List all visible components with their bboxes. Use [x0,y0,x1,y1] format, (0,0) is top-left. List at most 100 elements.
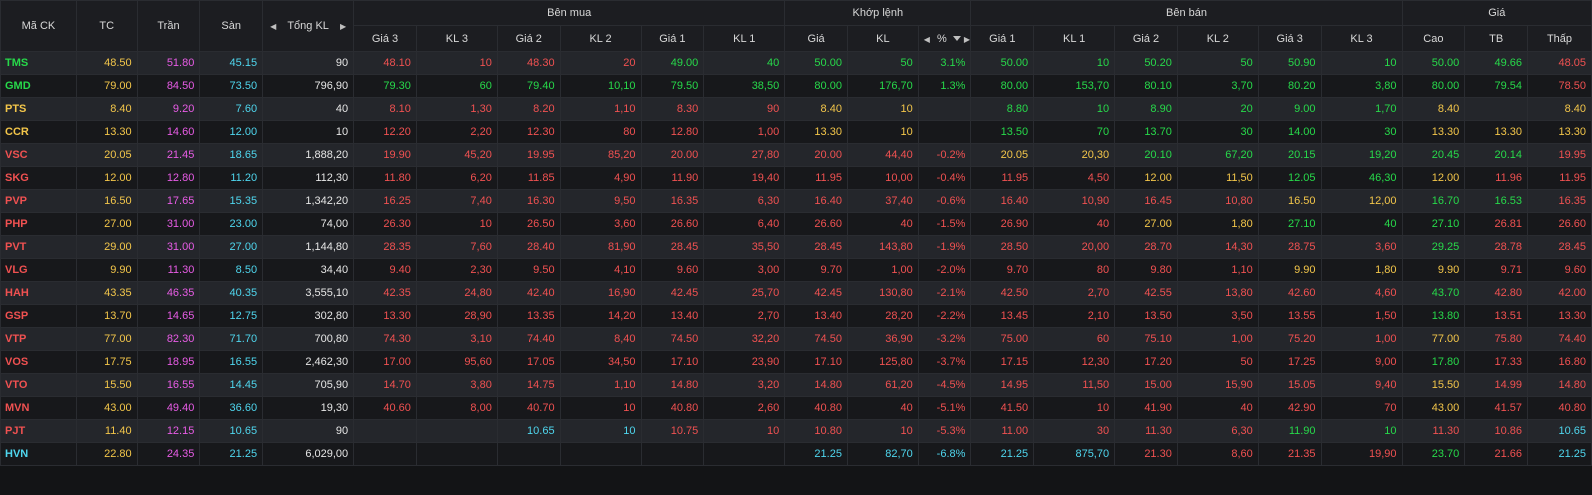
caret-left-icon[interactable]: ◀ [270,22,277,31]
col-header-buy-vol-1[interactable]: KL 1 [703,25,786,52]
match-pct-cell: 3.1% [917,51,972,75]
col-header-avg[interactable]: TB [1464,25,1528,52]
match-vol-cell: 40 [846,396,919,420]
match-pct-cell: -0.4% [917,166,972,190]
col-header-total-volume[interactable]: ◀ Tổng KL ▶ [262,0,355,52]
caret-right-icon[interactable]: ▶ [963,34,971,44]
table-row[interactable]: PVT 29.00 31.00 27.00 1,144,80 28.35 7,60 28.40… [0,235,1592,259]
table-row[interactable]: VTP 77.00 82.30 71.70 700,80 74.30 3,10 74.40 8,… [0,327,1592,351]
match-vol-cell: 50 [846,51,919,75]
col-header-match-pct[interactable]: ◀ % ▶ [917,25,972,52]
buy-vol-3-cell [415,442,498,466]
col-header-sell-vol-3[interactable]: KL 3 [1320,25,1403,52]
col-header-match-vol[interactable]: KL [846,25,919,52]
symbol-cell[interactable]: VTP [0,327,77,351]
symbol-cell[interactable]: VTO [0,373,77,397]
col-header-buy-price-1[interactable]: Giá 1 [640,25,705,52]
table-row[interactable]: VSC 20.05 21.45 18.65 1,888,20 19.90 45,20 19.9… [0,143,1592,167]
col-header-sell-price-1[interactable]: Giá 1 [970,25,1035,52]
total-volume-cell: 796,90 [262,74,355,98]
high-price-cell: 8.40 [1401,97,1466,121]
col-header-buy-vol-2[interactable]: KL 2 [559,25,642,52]
group-header-buy: Bên mua [353,0,786,26]
table-row[interactable]: CCR 13.30 14.60 12.00 10 12.20 2,20 12.30 80 12.8… [0,120,1592,144]
total-volume-cell: 112,30 [262,166,355,190]
high-price-cell: 29.25 [1401,235,1466,259]
symbol-cell[interactable]: VLG [0,258,77,282]
symbol-cell[interactable]: PHP [0,212,77,236]
symbol-cell[interactable]: GMD [0,74,77,98]
buy-vol-2-cell: 10 [559,396,642,420]
match-price-cell: 80.00 [784,74,848,98]
table-row[interactable]: TMS 48.50 51.80 45.15 90 48.10 10 48.30 20 49.00 4… [0,51,1592,75]
table-row[interactable]: MVN 43.00 49.40 36.60 19,30 40.60 8,00 40.70 10 4… [0,396,1592,420]
sort-down-icon[interactable] [952,36,961,42]
buy-price-3-cell: 8.10 [353,97,417,121]
sell-vol-3-cell: 10 [1320,419,1403,443]
sell-price-1-cell: 11.95 [970,166,1035,190]
table-row[interactable]: GMD 79.00 84.50 73.50 796,90 79.30 60 79.40 10,1… [0,74,1592,98]
symbol-cell[interactable]: PVP [0,189,77,213]
col-header-floor[interactable]: Sàn [199,0,264,52]
table-row[interactable]: VOS 17.75 18.95 16.55 2,462,30 17.00 95,60 17.0… [0,350,1592,374]
caret-left-icon[interactable]: ◀ [923,34,930,44]
col-header-sell-vol-2[interactable]: KL 2 [1176,25,1259,52]
col-header-match-price[interactable]: Giá [784,25,848,52]
symbol-cell[interactable]: MVN [0,396,77,420]
symbol-cell[interactable]: TMS [0,51,77,75]
col-header-high[interactable]: Cao [1401,25,1466,52]
ref-price-cell: 48.50 [75,51,138,75]
high-price-cell: 43.00 [1401,396,1466,420]
table-row[interactable]: HVN 22.80 24.35 21.25 6,029,00 21.25 82,70 -6.8… [0,442,1592,466]
table-row[interactable]: PVP 16.50 17.65 15.35 1,342,20 16.25 7,40 16.30… [0,189,1592,213]
avg-price-cell: 11.96 [1464,166,1528,190]
table-row[interactable]: GSP 13.70 14.65 12.75 302,80 13.30 28,90 13.35 1… [0,304,1592,328]
buy-price-2-cell: 10.65 [496,419,561,443]
table-row[interactable]: VTO 15.50 16.55 14.45 705,90 14.70 3,80 14.75 1,… [0,373,1592,397]
avg-price-cell: 49.66 [1464,51,1528,75]
low-price-cell: 78.50 [1527,74,1592,98]
table-row[interactable]: PJT 11.40 12.15 10.65 90 10.65 10 10.75 10 10.80 1… [0,419,1592,443]
symbol-cell[interactable]: GSP [0,304,77,328]
ref-price-cell: 22.80 [75,442,138,466]
col-header-sell-price-3[interactable]: Giá 3 [1257,25,1322,52]
table-row[interactable]: HAH 43.35 46.35 40.35 3,555,10 42.35 24,80 42.4… [0,281,1592,305]
symbol-cell[interactable]: VOS [0,350,77,374]
symbol-cell[interactable]: PTS [0,97,77,121]
symbol-cell[interactable]: VSC [0,143,77,167]
table-row[interactable]: PHP 27.00 31.00 23.00 74,00 26.30 10 26.50 3,60 2… [0,212,1592,236]
buy-vol-3-cell: 45,20 [415,143,498,167]
buy-price-1-cell [640,442,705,466]
symbol-cell[interactable]: HAH [0,281,77,305]
sell-price-1-cell: 21.25 [970,442,1035,466]
col-header-low[interactable]: Thấp [1527,25,1592,52]
symbol-cell[interactable]: SKG [0,166,77,190]
sell-price-1-cell: 13.45 [970,304,1035,328]
table-row[interactable]: VLG 9.90 11.30 8.50 34,40 9.40 2,30 9.50 4,10 9.6… [0,258,1592,282]
symbol-cell[interactable]: CCR [0,120,77,144]
col-header-buy-price-2[interactable]: Giá 2 [496,25,561,52]
sell-price-1-cell: 42.50 [970,281,1035,305]
col-header-buy-vol-3[interactable]: KL 3 [415,25,498,52]
symbol-cell[interactable]: HVN [0,442,77,466]
low-price-cell: 16.80 [1527,350,1592,374]
buy-vol-1-cell: 3,00 [703,258,786,282]
table-row[interactable]: SKG 12.00 12.80 11.20 112,30 11.80 6,20 11.85 4,… [0,166,1592,190]
match-vol-cell: 61,20 [846,373,919,397]
col-header-buy-price-3[interactable]: Giá 3 [353,25,417,52]
col-header-ref[interactable]: TC [75,0,138,52]
match-pct-cell: 1.3% [917,74,972,98]
avg-price-cell: 10.86 [1464,419,1528,443]
col-header-symbol[interactable]: Mã CK [0,0,77,52]
symbol-cell[interactable]: PJT [0,419,77,443]
sell-price-1-cell: 80.00 [970,74,1035,98]
col-header-sell-price-2[interactable]: Giá 2 [1114,25,1178,52]
table-row[interactable]: PTS 8.40 9.20 7.60 40 8.10 1,30 8.20 1,10 8.30 90 8… [0,97,1592,121]
symbol-cell[interactable]: PVT [0,235,77,259]
col-header-ceil[interactable]: Trần [136,0,201,52]
caret-right-icon[interactable]: ▶ [339,22,347,31]
col-header-sell-vol-1[interactable]: KL 1 [1033,25,1116,52]
match-price-cell: 13.40 [784,304,848,328]
buy-price-3-cell: 40.60 [353,396,417,420]
sell-price-2-cell: 8.90 [1114,97,1178,121]
